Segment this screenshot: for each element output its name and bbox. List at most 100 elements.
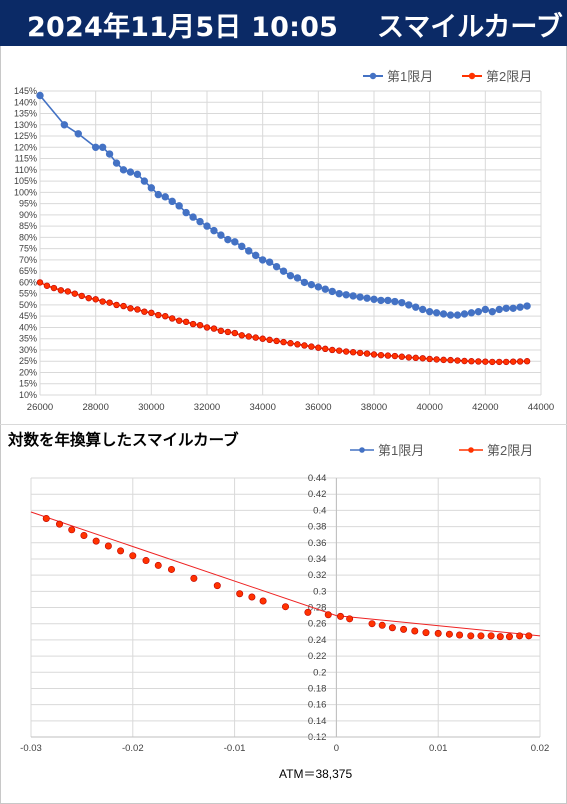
series1-point xyxy=(502,304,510,313)
smile-curve-chart: 10%15% 20%25%30%35% 40%45%50%55% 60%65%70%7… xyxy=(14,69,554,413)
series2-point xyxy=(434,629,442,637)
series1-point xyxy=(133,170,142,179)
series2-point xyxy=(445,630,453,638)
banner-title: スマイルカーブ xyxy=(377,12,563,43)
header-banner: 2024年11月5日 10:05 スマイルカーブ xyxy=(0,0,567,46)
y-tick-label: 65% xyxy=(19,266,37,276)
series2-point xyxy=(447,356,454,364)
series2-point xyxy=(141,308,148,315)
y-tick-label: 60% xyxy=(19,277,37,287)
y-tick-label: 20% xyxy=(19,367,37,377)
x-tick-label: -0.03 xyxy=(20,743,42,754)
series2-point xyxy=(281,603,289,611)
y-tick-label: 15% xyxy=(19,379,37,389)
y-tick-label: 75% xyxy=(19,244,37,254)
y-tick-label: 35% xyxy=(19,334,37,344)
series2-point xyxy=(496,633,504,641)
series1-point xyxy=(349,292,357,300)
y-tick-label: 125% xyxy=(14,131,37,141)
series1-point xyxy=(446,311,455,319)
series1-point xyxy=(175,202,183,210)
x-tick-label: -0.02 xyxy=(122,743,144,754)
series2-point xyxy=(477,632,485,640)
series1-point xyxy=(412,303,420,311)
series2-point xyxy=(273,337,280,345)
series2-point xyxy=(308,343,315,350)
series2-point xyxy=(336,347,343,354)
series2-point xyxy=(167,565,175,573)
series1-point xyxy=(98,143,107,151)
y-tick-label: 70% xyxy=(19,255,37,265)
series1-point xyxy=(154,190,162,199)
y-tick-label: 0.28 xyxy=(308,603,327,614)
legend-marker-2 xyxy=(468,72,476,80)
series2-point xyxy=(148,309,155,317)
series2-point xyxy=(426,355,433,363)
series2-point xyxy=(175,317,183,324)
log-chart-title: 対数を年換算したスマイルカーブ xyxy=(8,431,239,449)
series2-point xyxy=(391,352,399,360)
series2-point xyxy=(196,321,204,329)
log-annualized-smile-chart: -0.03 -0.02 -0.01 0 0.01 0.020.120.140.160.18… xyxy=(20,443,549,754)
series2-point xyxy=(456,631,464,639)
series1-point xyxy=(74,130,82,138)
series1-point xyxy=(321,285,329,293)
series1-point xyxy=(342,291,350,299)
series2-point xyxy=(104,542,112,550)
series2-point xyxy=(68,526,76,534)
series2-point xyxy=(329,346,336,354)
series2-point xyxy=(42,514,50,522)
y-tick-label: 0.44 xyxy=(308,473,327,484)
legend-label-1: 第1限月 xyxy=(378,443,424,458)
series2-point xyxy=(92,296,99,303)
atm-label: ATM＝38,375 xyxy=(279,767,353,781)
series2-point xyxy=(433,356,440,363)
series2-point xyxy=(505,633,513,641)
x-tick-label: 28000 xyxy=(82,402,108,413)
y-tick-label: 0.38 xyxy=(308,522,327,533)
series2-point xyxy=(377,351,385,359)
y-tick-label: 0.22 xyxy=(308,651,327,662)
series2-point xyxy=(210,325,218,332)
series2-point xyxy=(294,341,301,348)
series2-point xyxy=(36,279,44,286)
series2-point xyxy=(106,299,113,306)
series1-point xyxy=(286,271,295,280)
series2-point xyxy=(287,340,294,347)
series1-point xyxy=(377,296,385,305)
y-tick-label: 145% xyxy=(14,86,37,96)
series1-point xyxy=(91,143,100,151)
series2-point xyxy=(182,318,190,326)
series1-point xyxy=(231,238,239,246)
series1-point xyxy=(182,208,190,217)
series1-point xyxy=(140,177,149,185)
series1-point xyxy=(439,310,448,318)
series1-point xyxy=(398,298,406,307)
series1-point xyxy=(467,309,476,317)
series2-point xyxy=(155,311,162,319)
x-tick-label: 32000 xyxy=(194,402,220,413)
series2-point xyxy=(85,294,92,302)
series1-point xyxy=(203,222,211,230)
series2-point xyxy=(412,354,419,362)
series1-point xyxy=(419,305,427,314)
series1-point xyxy=(405,301,413,309)
series2-point xyxy=(422,629,430,637)
chart-divider xyxy=(0,424,567,425)
series2-point xyxy=(78,292,85,300)
series2-point xyxy=(57,287,65,294)
legend-label-1: 第1限月 xyxy=(387,69,433,84)
series2-point xyxy=(324,611,332,619)
legend-label-2: 第2限月 xyxy=(487,443,533,458)
y-tick-label: 0.34 xyxy=(308,554,327,565)
x-tick-label: 0.01 xyxy=(429,743,448,754)
series1-point xyxy=(196,217,204,226)
series2-point xyxy=(142,557,150,565)
series2-point xyxy=(503,358,510,366)
series1-point xyxy=(293,274,302,282)
series1-point xyxy=(516,303,524,311)
y-tick-label: 0.2 xyxy=(313,667,326,678)
series2-point xyxy=(134,306,141,313)
series2-point xyxy=(120,302,127,310)
series2-point xyxy=(496,358,503,366)
